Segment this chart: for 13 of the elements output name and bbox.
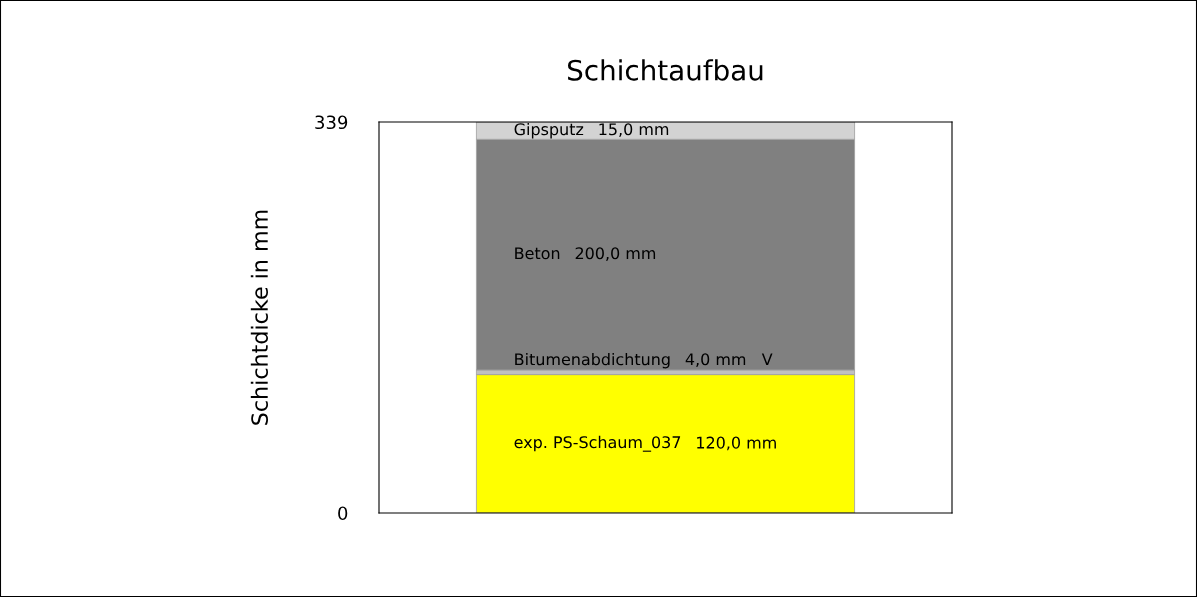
y-axis-title: Schichtdicke in mm [250,210,269,425]
chart-title: Schichtaufbau [568,59,763,81]
series-label: Beton [515,247,560,260]
series-label: exp. PS-Schaum_037 [514,435,681,452]
data-label: 4,0 mm V [685,353,773,367]
data-label: 15,0 mm [599,123,669,137]
data-label: 200,0 mm [575,247,656,261]
y-tick-label: 339 [315,115,348,130]
bar [475,374,856,513]
data-label: 120,0 mm [697,436,776,451]
series-label: Bitumenabdichtung [515,352,670,369]
series-label: Gipsputz [514,122,584,139]
y-tick-label: 0 [338,506,348,521]
